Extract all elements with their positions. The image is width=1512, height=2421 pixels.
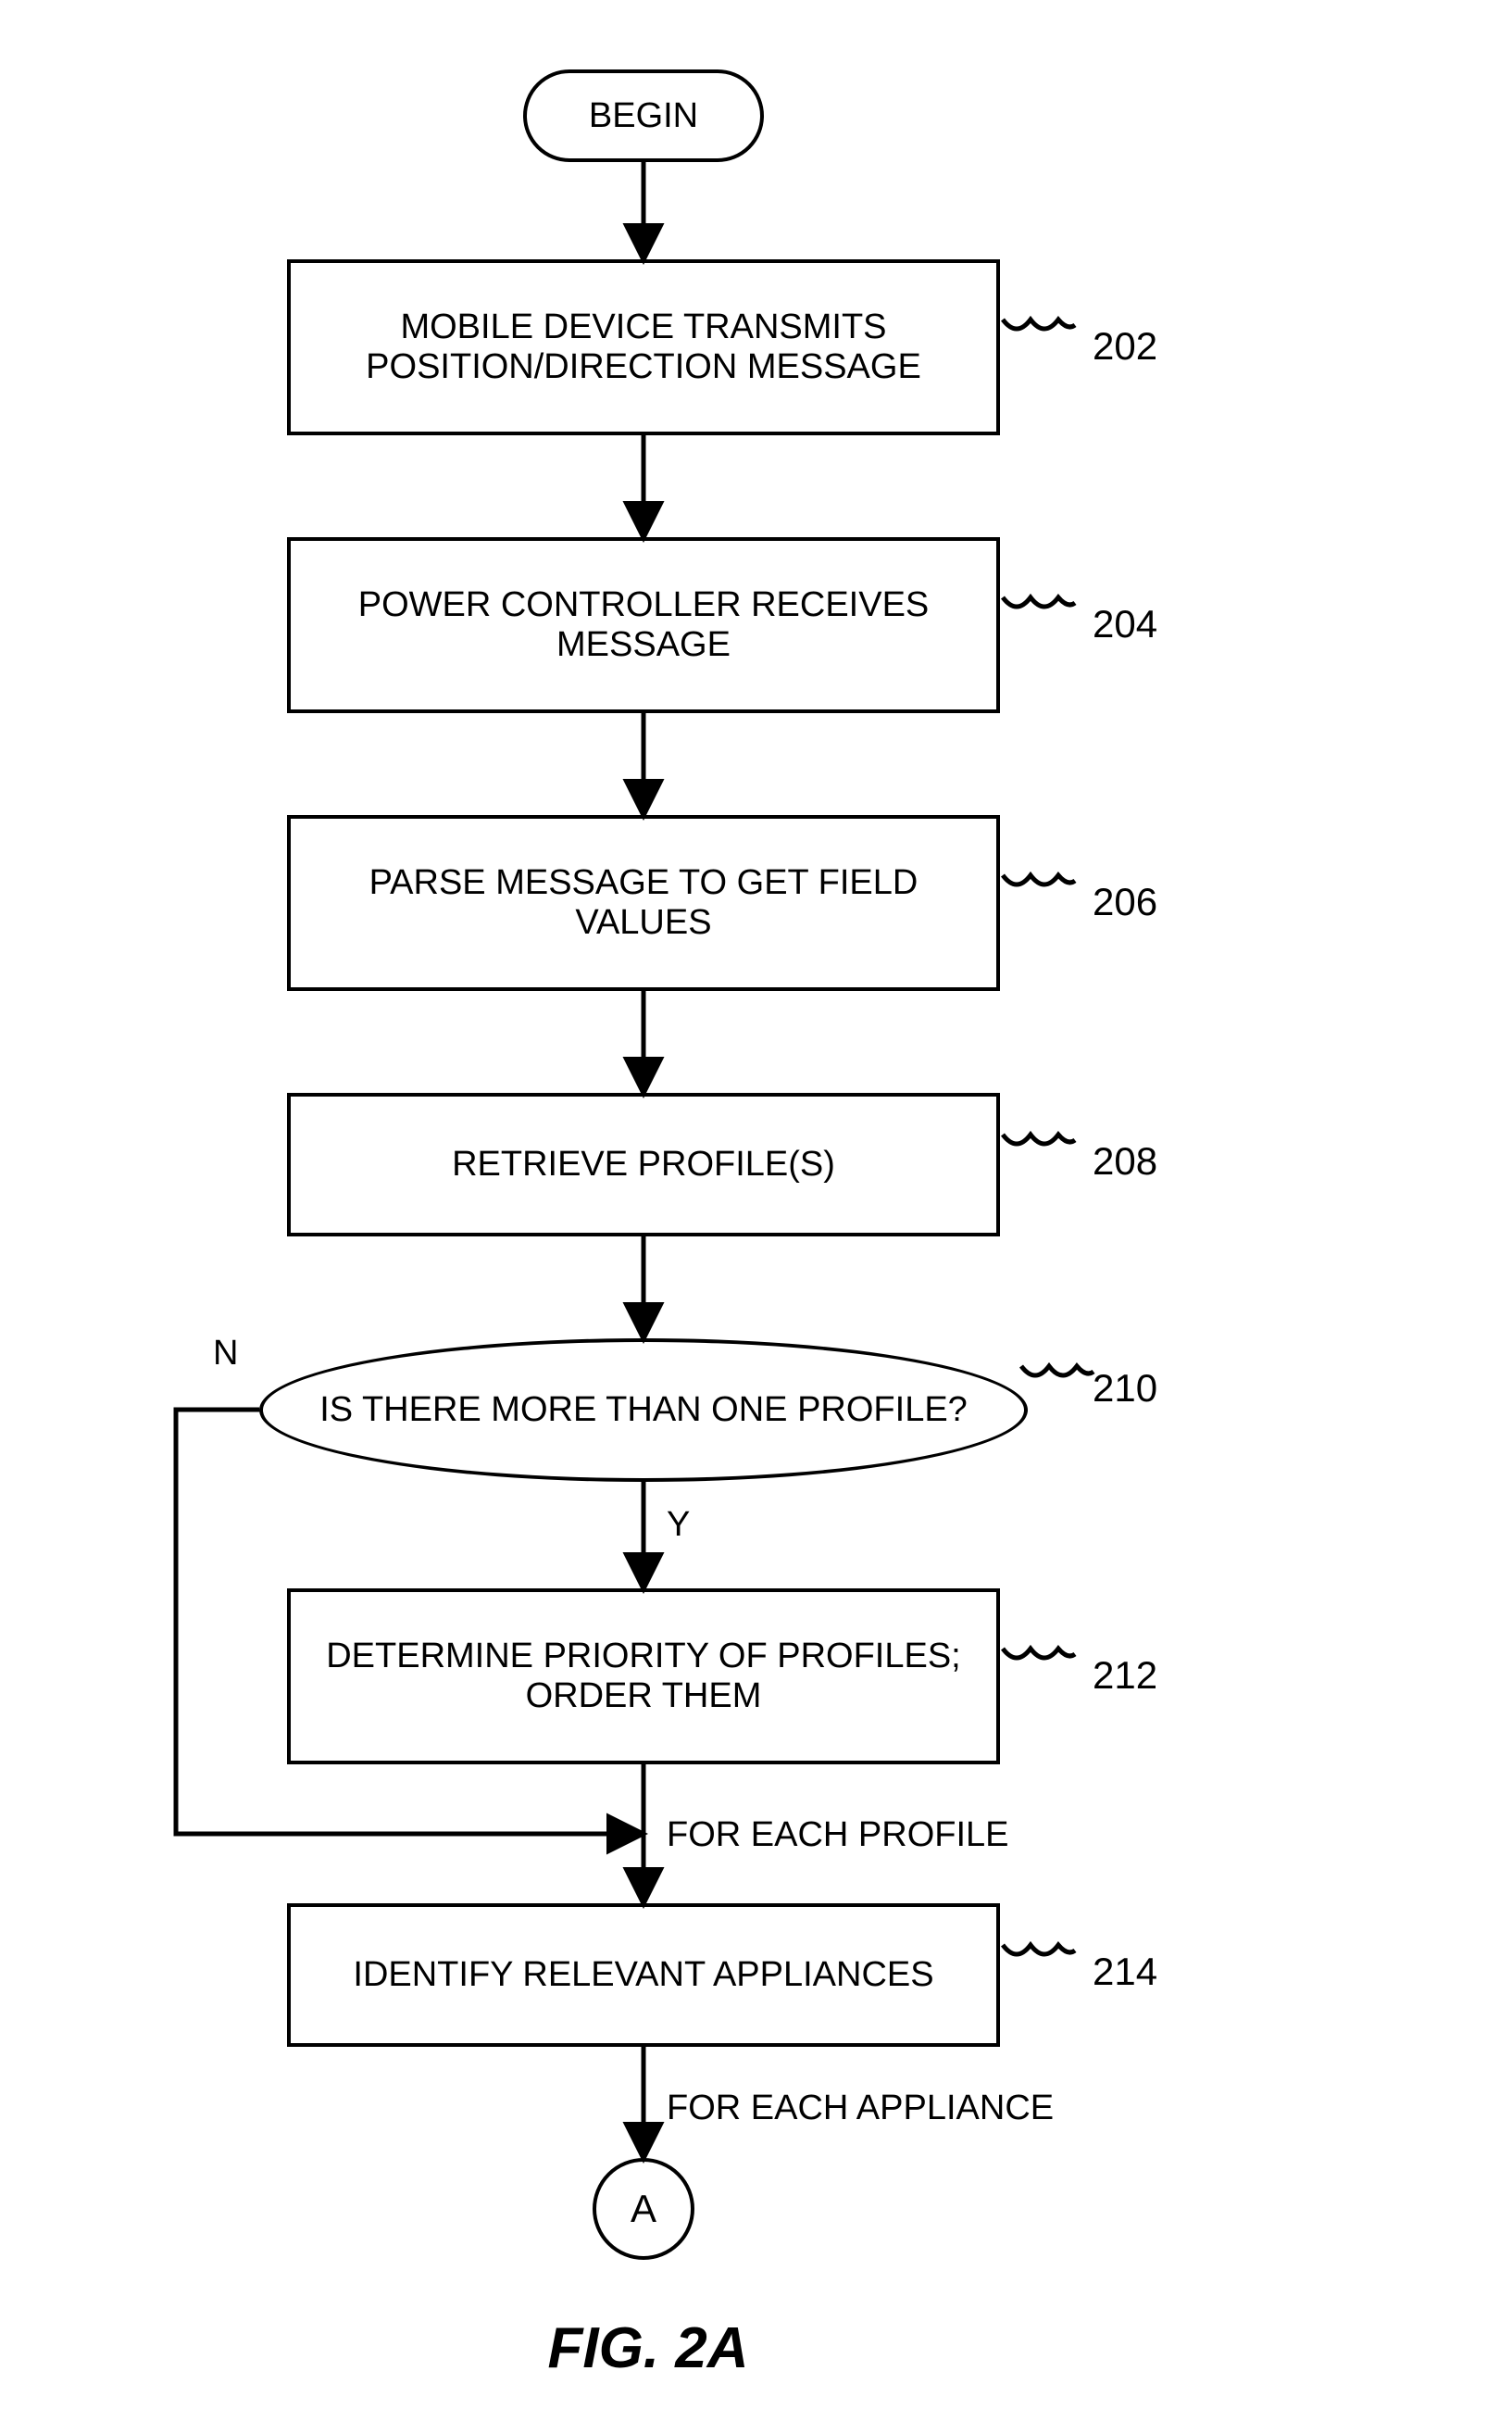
node-204-text: POWER CONTROLLER RECEIVES MESSAGE — [309, 585, 978, 665]
ref-214: 214 — [1093, 1950, 1157, 1994]
ref-206: 206 — [1093, 880, 1157, 924]
edge-label-n: N — [213, 1334, 238, 1374]
node-204: POWER CONTROLLER RECEIVES MESSAGE — [287, 537, 1000, 713]
node-208-text: RETRIEVE PROFILE(S) — [452, 1145, 835, 1185]
connector-a: A — [593, 2158, 694, 2260]
node-206-text: PARSE MESSAGE TO GET FIELD VALUES — [309, 863, 978, 943]
edge-label-y: Y — [667, 1505, 690, 1545]
flowchart-canvas: BEGIN MOBILE DEVICE TRANSMITS POSITION/D… — [0, 0, 1512, 2421]
node-214: IDENTIFY RELEVANT APPLIANCES — [287, 1903, 1000, 2047]
ref-210: 210 — [1093, 1366, 1157, 1411]
ref-208: 208 — [1093, 1139, 1157, 1184]
connector-a-text: A — [631, 2187, 656, 2231]
ref-212: 212 — [1093, 1653, 1157, 1698]
node-214-text: IDENTIFY RELEVANT APPLIANCES — [353, 1955, 933, 1995]
node-210-text: IS THERE MORE THAN ONE PROFILE? — [319, 1390, 968, 1430]
edge-label-for-each-profile: FOR EACH PROFILE — [667, 1815, 1009, 1855]
node-212-text: DETERMINE PRIORITY OF PROFILES; ORDER TH… — [309, 1637, 978, 1716]
node-208: RETRIEVE PROFILE(S) — [287, 1093, 1000, 1236]
node-202-text: MOBILE DEVICE TRANSMITS POSITION/DIRECTI… — [309, 307, 978, 387]
ref-204: 204 — [1093, 602, 1157, 646]
node-210: IS THERE MORE THAN ONE PROFILE? — [259, 1338, 1028, 1482]
ref-202: 202 — [1093, 324, 1157, 369]
node-206: PARSE MESSAGE TO GET FIELD VALUES — [287, 815, 1000, 991]
node-begin: BEGIN — [523, 69, 764, 162]
node-begin-text: BEGIN — [589, 96, 698, 136]
node-212: DETERMINE PRIORITY OF PROFILES; ORDER TH… — [287, 1588, 1000, 1764]
node-202: MOBILE DEVICE TRANSMITS POSITION/DIRECTI… — [287, 259, 1000, 435]
figure-caption: FIG. 2A — [0, 2315, 1296, 2381]
edge-label-for-each-appliance: FOR EACH APPLIANCE — [667, 2089, 1054, 2128]
